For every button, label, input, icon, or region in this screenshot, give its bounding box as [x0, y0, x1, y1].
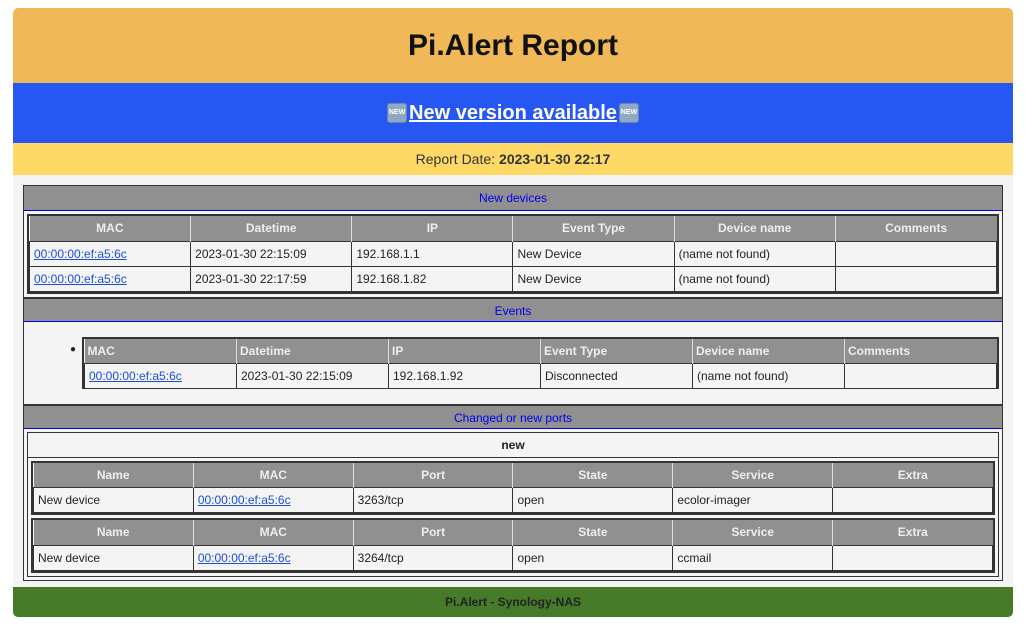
ports-group: new Name MAC Port State Service Extra New devi… — [27, 431, 999, 577]
report-date-label: Report Date: — [415, 151, 496, 167]
page-title: Pi.Alert Report — [13, 8, 1013, 83]
column-header: MAC — [192, 520, 354, 545]
table-cell: 3263/tcp — [352, 487, 514, 513]
column-header: State — [512, 462, 673, 488]
column-header: Event Type — [540, 338, 693, 364]
column-header: Comments — [834, 216, 997, 241]
column-header: Port — [352, 462, 513, 488]
table-cell: 192.168.1.92 — [388, 363, 541, 389]
table-cell: 2023-01-30 22:15:09 — [190, 240, 353, 267]
column-header: Service — [672, 520, 833, 545]
table-cell: open — [512, 544, 674, 571]
mac-link[interactable]: 00:00:00:ef:a5:6c — [89, 369, 182, 383]
new-badge-icon: NEW — [618, 103, 639, 123]
mac-link[interactable]: 00:00:00:ef:a5:6c — [197, 493, 291, 507]
table-cell: 2023-01-30 22:17:59 — [190, 265, 353, 292]
table-cell — [832, 487, 993, 513]
column-header: Datetime — [190, 216, 352, 241]
ports-table: Name MAC Port State Service Extra New device 00… — [33, 462, 993, 513]
section-ports-title: Changed or new ports — [24, 403, 1002, 429]
table-cell: New Device — [512, 240, 675, 267]
table-cell: ecolor-imager — [672, 487, 834, 513]
events-table: MAC Datetime IP Event Type Device name Commen… — [84, 338, 997, 389]
bullet: ● — [70, 343, 77, 355]
table-cell: New device — [33, 544, 194, 571]
table-cell: 00:00:00:ef:a5:6c — [84, 363, 237, 389]
column-header: MAC — [192, 462, 354, 488]
table-cell: New device — [33, 487, 194, 513]
table-cell — [834, 265, 998, 292]
new-devices-table: MAC Datetime IP Event Type Device name Commen… — [28, 216, 998, 292]
report-sections: New devices MAC Datetime IP Event Type Devic… — [23, 185, 1003, 581]
column-header: Event Type — [512, 216, 675, 241]
section-events-title: Events — [24, 296, 1002, 322]
table-row: New device 00:00:00:ef:a5:6c 3264/tcp open c… — [33, 544, 993, 571]
table-cell: 00:00:00:ef:a5:6c — [192, 487, 354, 513]
new-version-banner: NEW New version available NEW — [13, 83, 1013, 143]
report-container: Pi.Alert Report NEW New version availabl… — [13, 8, 1013, 617]
section-new-devices-title: New devices — [24, 186, 1002, 211]
ports-group-label: new — [28, 432, 998, 458]
mac-link[interactable]: 00:00:00:ef:a5:6c — [34, 246, 127, 261]
table-cell: ccmail — [672, 544, 834, 571]
table-cell: (name not found) — [673, 265, 836, 292]
table-cell — [834, 240, 998, 267]
column-header: MAC — [29, 216, 191, 241]
table-cell: open — [512, 487, 674, 513]
table-cell — [844, 363, 997, 389]
table-cell: 00:00:00:ef:a5:6c — [192, 544, 354, 571]
column-header: Device name — [673, 216, 836, 241]
table-cell: 2023-01-30 22:15:09 — [236, 363, 389, 389]
column-header: MAC — [84, 338, 237, 364]
table-row: New device 00:00:00:ef:a5:6c 3263/tcp open e… — [33, 487, 993, 513]
new-version-link[interactable]: New version available — [409, 101, 617, 124]
column-header: Device name — [692, 338, 845, 364]
column-header: Service — [672, 462, 833, 488]
mac-link[interactable]: 00:00:00:ef:a5:6c — [197, 550, 291, 565]
ports-table: Name MAC Port State Service Extra New device 00… — [33, 520, 993, 571]
column-header: Name — [33, 462, 194, 488]
column-header: Name — [33, 520, 194, 545]
column-header: Extra — [832, 520, 993, 545]
column-header: Extra — [832, 462, 993, 488]
table-cell: (name not found) — [673, 240, 836, 267]
table-cell — [832, 544, 993, 571]
column-header: IP — [388, 338, 541, 364]
table-cell: 192.168.1.82 — [351, 265, 514, 292]
table-cell: Disconnected — [540, 363, 693, 389]
footer: Pi.Alert - Synology-NAS — [13, 587, 1013, 617]
column-header: State — [512, 520, 673, 545]
mac-link[interactable]: 00:00:00:ef:a5:6c — [34, 271, 127, 286]
table-cell: 00:00:00:ef:a5:6c — [28, 265, 192, 292]
column-header: IP — [351, 216, 513, 241]
column-header: Comments — [844, 338, 997, 364]
report-date: Report Date: 2023-01-30 22:17 — [13, 143, 1013, 175]
table-row: 00:00:00:ef:a5:6c 2023-01-30 22:15:09 192.… — [28, 240, 998, 267]
table-cell: New Device — [512, 265, 675, 292]
new-badge-icon: NEW — [387, 103, 408, 123]
table-row: 00:00:00:ef:a5:6c 2023-01-30 22:17:59 192.… — [28, 265, 998, 292]
column-header: Datetime — [236, 338, 389, 364]
table-cell: 192.168.1.1 — [351, 240, 514, 267]
table-row: 00:00:00:ef:a5:6c 2023-01-30 22:15:09 192.… — [84, 363, 997, 389]
column-header: Port — [352, 520, 513, 545]
report-date-value: 2023-01-30 22:17 — [499, 151, 611, 167]
table-cell: 3264/tcp — [352, 544, 514, 571]
table-cell: (name not found) — [692, 363, 845, 389]
table-cell: 00:00:00:ef:a5:6c — [28, 240, 192, 267]
